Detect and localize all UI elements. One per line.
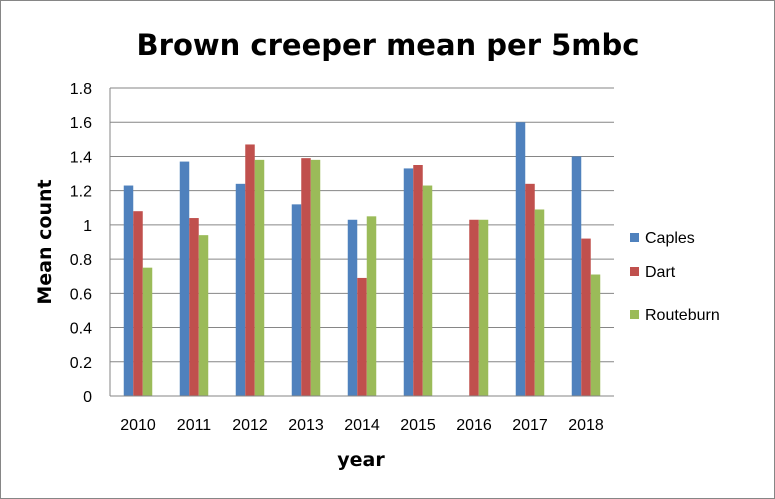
bar-caples-2011	[179, 161, 190, 396]
y-tick-labels: 0 0.2 0.4 0.6 0.8 1 1.2 1.4 1.6 1.8	[70, 81, 92, 406]
legend-swatch	[630, 267, 639, 276]
bar-dart-2013	[301, 158, 311, 396]
x-axis-title: year	[337, 449, 385, 471]
bar-routeburn-2015	[422, 185, 433, 396]
y-tick-label: 1.4	[70, 149, 92, 166]
bar-caples-2013	[291, 204, 302, 396]
x-tick-label: 2014	[344, 417, 380, 434]
bar-dart-2018	[581, 238, 591, 396]
x-tick-label: 2010	[120, 417, 156, 434]
x-tick-label: 2013	[288, 417, 324, 434]
x-tick-label: 2011	[177, 417, 212, 434]
legend-item-caples: Caples	[630, 230, 695, 247]
bar-caples-2015	[403, 168, 414, 396]
legend-item-dart: Dart	[630, 264, 676, 281]
y-axis-title: Mean count	[34, 179, 56, 304]
axes	[109, 88, 614, 397]
bar-caples-2018	[571, 156, 582, 396]
x-tick-label: 2015	[400, 417, 436, 434]
y-tick-label: 1.8	[70, 81, 92, 98]
legend-label: Caples	[645, 230, 695, 247]
x-tick-label: 2017	[512, 417, 548, 434]
bar-dart-2016	[469, 219, 479, 396]
bar-routeburn-2017	[534, 209, 545, 396]
legend-label: Routeburn	[645, 307, 720, 324]
y-tick-label: 0	[83, 389, 92, 406]
legend-swatch	[630, 310, 639, 319]
x-tick-labels: 2010 2011 2012 2013 2014 2015 2016 2017 2018	[120, 417, 604, 434]
bar-routeburn-2016	[478, 219, 489, 396]
bar-dart-2010	[133, 211, 143, 396]
y-tick-label: 0.6	[70, 286, 92, 303]
bar-routeburn-2011	[198, 235, 209, 396]
legend: Caples Dart Routeburn	[630, 230, 720, 324]
legend-item-routeburn: Routeburn	[630, 307, 720, 324]
bar-dart-2015	[413, 165, 423, 396]
bar-routeburn-2010	[142, 267, 153, 396]
y-tick-label: 1.2	[70, 184, 92, 201]
bar-caples-2014	[347, 219, 358, 396]
bar-routeburn-2018	[590, 274, 601, 396]
bar-dart-2017	[525, 183, 535, 396]
bar-dart-2011	[189, 218, 199, 396]
y-tick-label: 0.8	[70, 252, 92, 269]
y-tick-label: 1.6	[70, 115, 92, 132]
bar-routeburn-2013	[310, 159, 321, 396]
x-tick-label: 2012	[232, 417, 268, 434]
bar-dart-2012	[245, 144, 255, 396]
bar-dart-2014	[357, 277, 367, 396]
legend-label: Dart	[645, 264, 676, 281]
chart-title: Brown creeper mean per 5mbc	[137, 28, 640, 62]
bar-routeburn-2012	[254, 159, 265, 396]
y-tick-label: 0.4	[70, 321, 92, 338]
bar-caples-2010	[123, 185, 134, 396]
legend-swatch	[630, 233, 639, 242]
y-tick-label: 0.2	[70, 355, 92, 372]
bar-caples-2017	[515, 122, 526, 396]
bars	[123, 122, 601, 396]
y-tick-label: 1	[83, 218, 92, 235]
bar-routeburn-2014	[366, 216, 377, 396]
bar-caples-2012	[235, 183, 246, 396]
x-tick-label: 2016	[456, 417, 492, 434]
x-tick-label: 2018	[568, 417, 604, 434]
